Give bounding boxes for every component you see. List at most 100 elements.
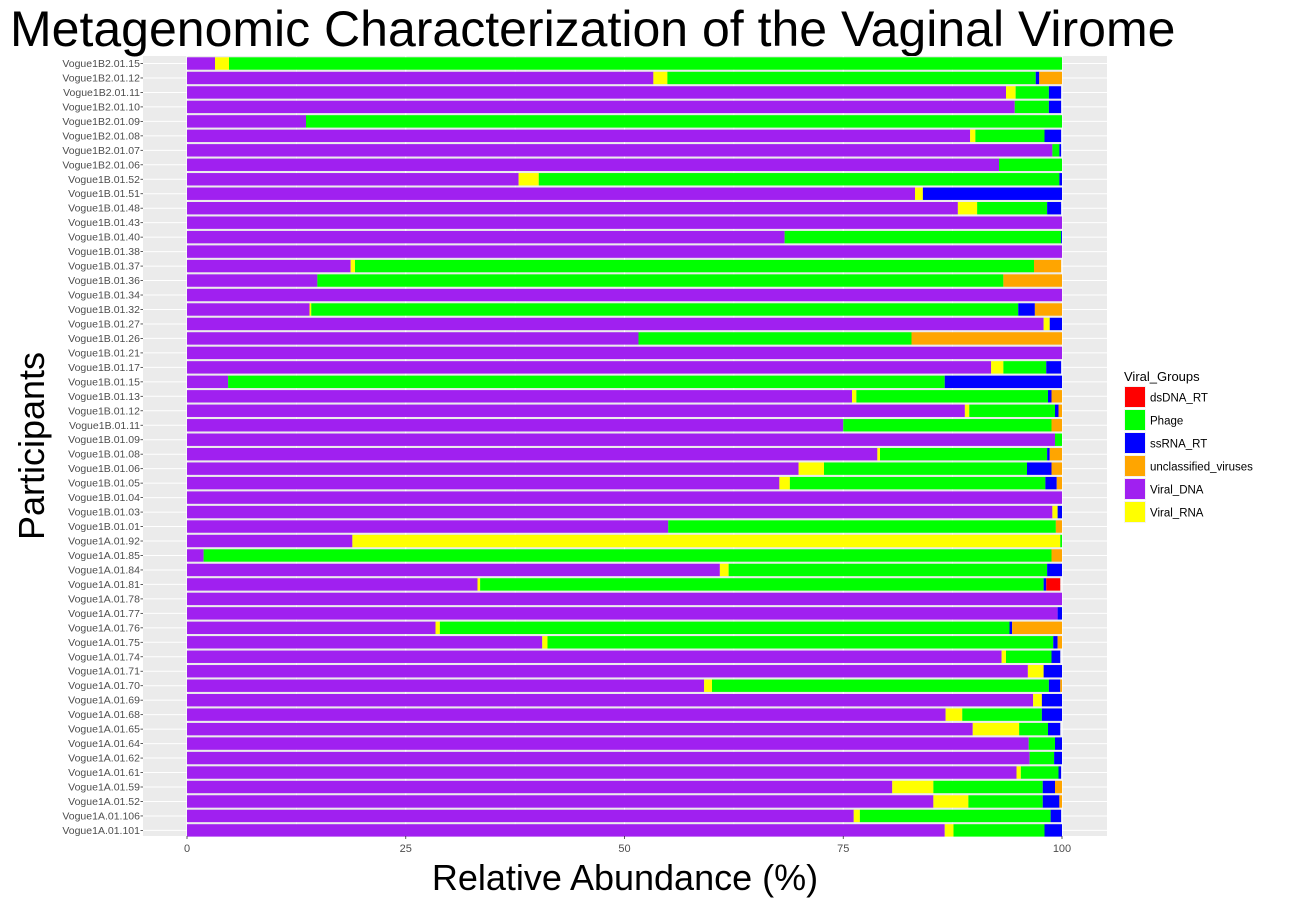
bar-segment xyxy=(1017,766,1021,778)
bar-segment xyxy=(187,245,1062,257)
bar-segment xyxy=(704,680,712,692)
bar-segment xyxy=(945,824,954,836)
bar-segment xyxy=(933,781,1042,793)
bar-segment xyxy=(1021,766,1059,778)
legend-swatch xyxy=(1125,410,1145,430)
bar-segment xyxy=(1045,824,1063,836)
bar-segment xyxy=(1012,622,1062,634)
legend-label: dsDNA_RT xyxy=(1150,393,1208,405)
y-tick-label: Vogue1B2.01.10 xyxy=(62,101,140,113)
y-tick-label: Vogue1B.01.36 xyxy=(68,275,140,287)
y-tick-label: Vogue1A.01.62 xyxy=(68,753,140,765)
y-tick-label: Vogue1B2.01.11 xyxy=(63,87,140,99)
y-tick-label: Vogue1B2.01.08 xyxy=(62,130,140,142)
bar-segment xyxy=(187,274,317,286)
bar-segment xyxy=(962,708,1042,720)
bar-segment xyxy=(639,332,912,344)
bar-segment xyxy=(187,86,1006,98)
bar-segment xyxy=(187,491,1062,503)
y-tick-label: Vogue1B.01.51 xyxy=(68,188,140,200)
bar-segment xyxy=(187,520,668,532)
y-tick-label: Vogue1B.01.12 xyxy=(68,405,140,417)
bar-segment xyxy=(187,708,946,720)
bar-segment xyxy=(668,520,1056,532)
bar-segment xyxy=(187,723,973,735)
bar-segment xyxy=(1052,390,1063,402)
bar-segment xyxy=(999,159,1062,171)
bar-segment xyxy=(187,680,704,692)
bar-segment xyxy=(1053,636,1057,648)
bar-segment xyxy=(1047,202,1061,214)
y-tick-label: Vogue1B.01.15 xyxy=(68,376,140,388)
bar-segment xyxy=(187,694,1033,706)
bar-segment xyxy=(1060,535,1062,547)
bar-segment xyxy=(977,202,1047,214)
legend-swatch xyxy=(1125,502,1145,522)
bar-segment xyxy=(965,405,969,417)
y-tick-label: Vogue1B.01.21 xyxy=(68,347,140,359)
bar-segment xyxy=(519,173,539,185)
bar-segment xyxy=(1034,260,1061,272)
bar-segment xyxy=(1045,130,1062,142)
y-tick-label: Vogue1A.01.70 xyxy=(68,680,140,692)
y-tick-label: Vogue1A.01.59 xyxy=(68,782,140,794)
y-tick-label: Vogue1A.01.81 xyxy=(68,579,140,591)
bar-segment xyxy=(228,376,945,388)
bar-segment xyxy=(480,578,1044,590)
bar-segment xyxy=(824,462,1027,474)
y-tick-label: Vogue1B.01.04 xyxy=(68,492,140,504)
bar-segment xyxy=(187,795,933,807)
bar-segment xyxy=(187,260,351,272)
bar-segment xyxy=(187,636,542,648)
x-axis-title: Relative Abundance (%) xyxy=(432,857,818,898)
bar-segment xyxy=(352,535,1060,547)
bar-segment xyxy=(1059,766,1062,778)
bar-segment xyxy=(310,303,312,315)
y-tick-label: Vogue1B.01.13 xyxy=(68,391,140,403)
y-tick-label: Vogue1A.01.74 xyxy=(68,651,140,663)
bar-segment xyxy=(436,622,440,634)
bar-segment xyxy=(351,260,355,272)
bar-segment xyxy=(187,665,1028,677)
x-tick-label: 25 xyxy=(400,843,412,855)
bar-segment xyxy=(1059,144,1061,156)
y-tick-label: Vogue1B.01.40 xyxy=(68,232,140,244)
bar-segment xyxy=(187,332,639,344)
bar-segment xyxy=(968,795,1042,807)
legend-label: unclassified_viruses xyxy=(1150,462,1253,474)
bar-segment xyxy=(945,376,1062,388)
bar-segment xyxy=(1049,86,1061,98)
bar-segment xyxy=(1052,651,1061,663)
legend-label: ssRNA_RT xyxy=(1150,439,1207,451)
y-tick-label: Vogue1B2.01.09 xyxy=(62,116,140,128)
y-tick-label: Vogue1A.01.106 xyxy=(62,810,140,822)
bar-segment xyxy=(204,549,1052,561)
bar-segment xyxy=(1046,578,1060,590)
bar-segment xyxy=(1050,318,1062,330)
y-tick-label: Vogue1B.01.43 xyxy=(68,217,140,229)
bar-segment xyxy=(1048,723,1060,735)
y-tick-label: Vogue1B.01.06 xyxy=(68,463,140,475)
y-axis-title: Participants xyxy=(11,352,52,540)
bar-segment xyxy=(187,216,1062,228)
bar-segment xyxy=(187,651,1002,663)
legend-label: Viral_DNA xyxy=(1150,485,1204,497)
bar-segment xyxy=(1006,86,1016,98)
bar-segment xyxy=(854,810,860,822)
bar-segment xyxy=(1052,506,1057,518)
y-tick-label: Vogue1B.01.52 xyxy=(68,174,140,186)
chart-title: Metagenomic Characterization of the Vagi… xyxy=(10,1,1175,57)
bar-segment xyxy=(785,231,1062,243)
bar-segment xyxy=(973,723,1019,735)
bar-segment xyxy=(187,159,999,171)
bar-segment xyxy=(1016,86,1049,98)
x-tick-label: 75 xyxy=(837,843,849,855)
bar-segment xyxy=(1030,752,1055,764)
bar-segment xyxy=(975,130,1044,142)
y-tick-label: Vogue1B2.01.15 xyxy=(62,58,140,70)
bar-segment xyxy=(1010,622,1013,634)
bar-segment xyxy=(991,361,1003,373)
bar-segment xyxy=(720,564,729,576)
bar-segment xyxy=(1060,680,1062,692)
bar-segment xyxy=(1003,274,1062,286)
